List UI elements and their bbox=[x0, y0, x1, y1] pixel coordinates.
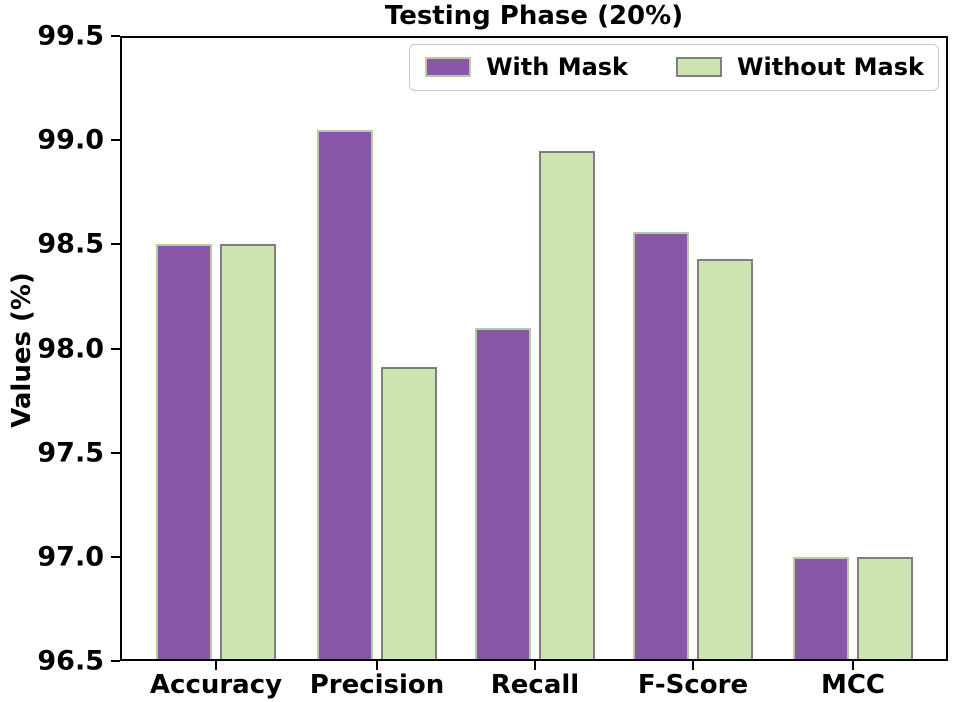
y-tick-mark bbox=[111, 347, 120, 350]
x-tick-mark bbox=[852, 661, 854, 670]
x-tick-mark bbox=[215, 661, 217, 670]
x-tick-label: Recall bbox=[490, 670, 580, 700]
x-tick-mark bbox=[534, 661, 536, 670]
y-tick-mark bbox=[111, 35, 120, 37]
legend: With Mask Without Mask bbox=[409, 44, 939, 91]
y-tick-mark bbox=[111, 555, 120, 558]
bar-without-mask-precision bbox=[381, 367, 437, 661]
legend-swatch-with-mask bbox=[425, 57, 472, 78]
y-axis-label: Values (%) bbox=[7, 272, 37, 428]
bar-with-mask-recall bbox=[475, 328, 531, 661]
y-tick-label: 97.0 bbox=[37, 541, 104, 573]
y-tick-mark bbox=[111, 243, 120, 246]
bar-with-mask-f-score bbox=[633, 232, 689, 661]
x-tick-label: Precision bbox=[309, 670, 445, 700]
y-tick-label: 96.5 bbox=[37, 645, 104, 677]
y-tick-label: 98.0 bbox=[37, 333, 104, 364]
x-tick-label: F-Score bbox=[637, 670, 749, 700]
x-tick-label: Accuracy bbox=[149, 670, 283, 700]
legend-swatch-without-mask bbox=[676, 57, 723, 78]
y-tick-label: 97.5 bbox=[37, 437, 104, 469]
y-tick-label: 99.0 bbox=[37, 124, 104, 156]
legend-label-with-mask: With Mask bbox=[486, 53, 629, 81]
y-tick-label: 98.5 bbox=[37, 228, 104, 260]
x-tick-mark bbox=[376, 661, 378, 670]
legend-item-with-mask: With Mask bbox=[425, 53, 628, 82]
x-tick-label: MCC bbox=[820, 670, 886, 700]
legend-label-without-mask: Without Mask bbox=[737, 53, 924, 81]
y-tick-mark bbox=[111, 660, 120, 662]
y-tick-mark bbox=[111, 451, 120, 454]
y-tick-label: 99.5 bbox=[37, 20, 104, 52]
bar-without-mask-accuracy bbox=[220, 244, 276, 661]
x-tick-mark bbox=[692, 661, 694, 670]
bar-without-mask-f-score bbox=[697, 259, 753, 661]
bar-with-mask-mcc bbox=[793, 557, 849, 661]
bar-without-mask-recall bbox=[539, 151, 595, 661]
bar-with-mask-accuracy bbox=[156, 244, 212, 661]
chart-title: Testing Phase (20%) bbox=[384, 1, 684, 31]
y-tick-mark bbox=[111, 139, 120, 142]
bar-without-mask-mcc bbox=[857, 557, 913, 661]
legend-item-without-mask: Without Mask bbox=[676, 53, 924, 82]
